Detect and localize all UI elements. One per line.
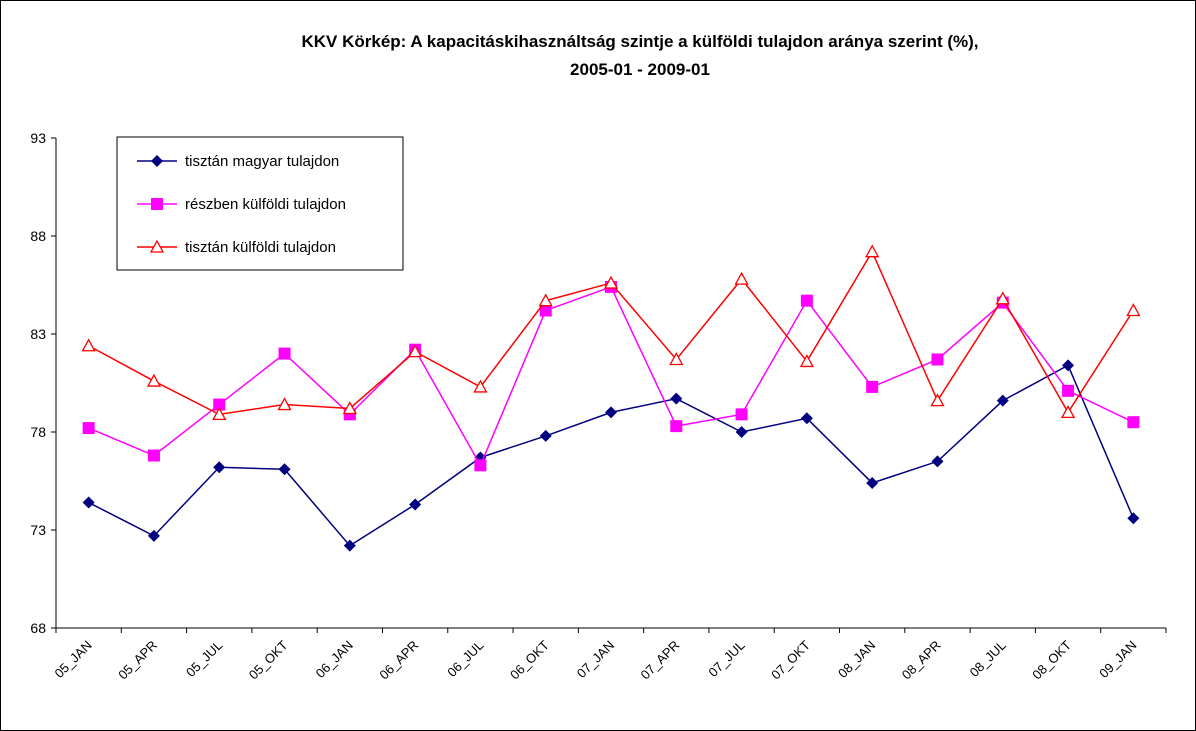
marker [1062, 359, 1075, 372]
marker [603, 275, 619, 289]
marker [996, 394, 1009, 407]
marker [151, 198, 163, 210]
marker [474, 459, 487, 472]
marker [865, 244, 880, 258]
marker [1126, 303, 1141, 317]
marker [278, 347, 291, 360]
marker [147, 529, 160, 542]
marker [213, 461, 226, 474]
marker [408, 344, 423, 358]
y-tick-label: 88 [30, 228, 46, 244]
marker [931, 353, 944, 366]
marker [866, 380, 879, 393]
y-tick-label: 73 [30, 522, 46, 538]
marker [82, 496, 95, 509]
marker [670, 392, 683, 405]
marker [800, 412, 813, 425]
legend-label: tisztán magyar tulajdon [185, 153, 339, 170]
marker [734, 271, 749, 285]
legend-label: tisztán külföldi tulajdon [185, 239, 336, 256]
marker [147, 449, 160, 462]
marker [670, 420, 683, 433]
marker [735, 426, 748, 438]
marker [149, 239, 165, 253]
marker [1127, 416, 1140, 429]
y-tick-label: 78 [30, 424, 46, 440]
marker [213, 398, 226, 411]
marker [409, 498, 422, 511]
y-tick-label: 83 [30, 326, 46, 342]
marker [931, 455, 944, 468]
marker [82, 422, 95, 435]
legend-label: részben külföldi tulajdon [185, 196, 346, 213]
y-tick-label: 68 [30, 620, 46, 636]
marker [473, 379, 488, 393]
chart-subtitle: 2005-01 - 2009-01 [570, 60, 710, 79]
marker [1127, 512, 1140, 525]
marker [343, 539, 356, 552]
marker [277, 397, 292, 411]
marker [799, 354, 814, 368]
marker [151, 155, 163, 167]
marker [930, 393, 945, 407]
marker [605, 406, 617, 419]
marker [735, 408, 748, 421]
y-tick-label: 93 [30, 130, 46, 146]
marker [538, 293, 553, 307]
marker [539, 304, 552, 317]
chart-title: KKV Körkép: A kapacitáskihasználtság szi… [301, 32, 978, 51]
marker [342, 401, 357, 415]
marker [539, 429, 552, 442]
marker [212, 407, 227, 421]
marker [669, 352, 684, 366]
marker [146, 373, 162, 387]
marker [81, 338, 96, 352]
marker [995, 291, 1010, 305]
marker [278, 463, 291, 476]
marker [866, 476, 879, 489]
marker [1060, 405, 1076, 419]
marker [800, 294, 813, 307]
marker [1062, 384, 1075, 397]
